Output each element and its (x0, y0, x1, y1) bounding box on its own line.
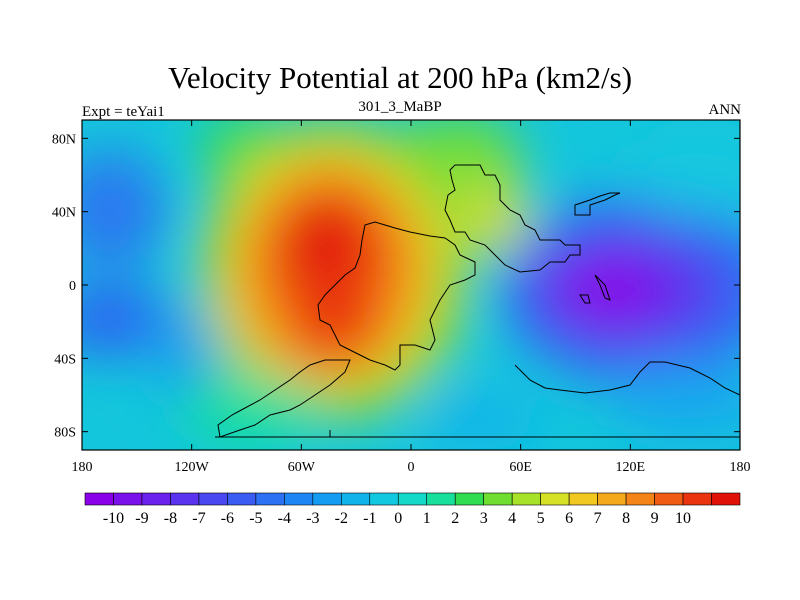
colorbar-swatch (312, 492, 342, 506)
colorbar-swatch (511, 492, 541, 506)
lat-tick-label: 40N (52, 206, 76, 221)
colorbar-label: 5 (537, 510, 545, 527)
map-title: Velocity Potential at 200 hPa (km2/s) (167, 60, 633, 95)
colorbar-label: -6 (221, 510, 234, 527)
colorbar-label: 3 (480, 510, 488, 527)
lat-tick-label: 0 (69, 279, 76, 294)
lon-tick-label: 120E (616, 460, 646, 475)
colorbar-swatch (141, 492, 171, 506)
colorbar-swatch (397, 492, 428, 506)
colorbar-label: 1 (423, 510, 431, 527)
colorbar-swatch (654, 492, 684, 506)
colorbar-label: -2 (335, 510, 348, 527)
colorbar-swatch (113, 492, 143, 506)
colorbar-swatch (170, 492, 200, 506)
colorbar: -10 -9 -8 -7 -6 -5 -4 -3 -2 -1 0 1 2 3 4 5 6 7 8 9 10 (84, 492, 741, 527)
colorbar-swatch (284, 492, 314, 506)
colorbar-label: -8 (164, 510, 177, 527)
colorbar-label: -5 (249, 510, 262, 527)
colorbar-swatch (568, 492, 598, 506)
colorbar-swatch (711, 492, 741, 506)
colorbar-swatch (454, 492, 484, 506)
colorbar-swatch (198, 492, 228, 506)
colorbar-swatch (682, 492, 712, 506)
colorbar-swatch (84, 492, 114, 506)
coastline (215, 164, 740, 438)
colorbar-label: 10 (675, 510, 691, 527)
lon-tick-label: 60W (288, 460, 316, 475)
case-label: 301_3_MaBP (358, 99, 442, 115)
colorbar-label: -7 (192, 510, 205, 527)
season-label: ANN (708, 102, 742, 118)
colorbar-label: 6 (565, 510, 573, 527)
colorbar-label: 4 (508, 510, 516, 527)
colorbar-swatch (341, 492, 371, 506)
colorbar-swatch (597, 492, 627, 506)
longitude-axis: 180 120W 60W 0 60E 120E 180 (72, 120, 751, 475)
colorbar-label: 0 (394, 510, 402, 527)
colorbar-swatch (227, 492, 257, 506)
lon-tick-label: 180 (72, 460, 93, 475)
colorbar-label: -1 (363, 510, 376, 527)
colorbar-swatch (426, 492, 456, 506)
lat-tick-label: 80S (54, 426, 76, 441)
latitude-axis: 80N 40N 0 40S 80S (52, 132, 740, 441)
colorbar-label: 7 (594, 510, 602, 527)
colorbar-label: -3 (306, 510, 319, 527)
colorbar-label: 9 (651, 510, 659, 527)
colorbar-swatch (625, 492, 655, 506)
contour-field (82, 120, 740, 450)
colorbar-swatch (540, 492, 570, 506)
colorbar-label: -4 (278, 510, 291, 527)
lon-tick-label: 0 (408, 460, 415, 475)
colorbar-swatch (483, 492, 513, 506)
lat-tick-label: 80N (52, 132, 76, 147)
lon-tick-label: 180 (730, 460, 751, 475)
experiment-label: Expt = teYai1 (82, 104, 165, 120)
lat-tick-label: 40S (54, 352, 76, 367)
colorbar-label: 2 (451, 510, 459, 527)
lon-tick-label: 60E (509, 460, 532, 475)
colorbar-swatch (369, 492, 399, 506)
colorbar-swatch (255, 492, 285, 506)
lon-tick-label: 120W (175, 460, 210, 475)
colorbar-label: 8 (622, 510, 630, 527)
colorbar-label: -10 (103, 510, 124, 527)
colorbar-label: -9 (135, 510, 148, 527)
